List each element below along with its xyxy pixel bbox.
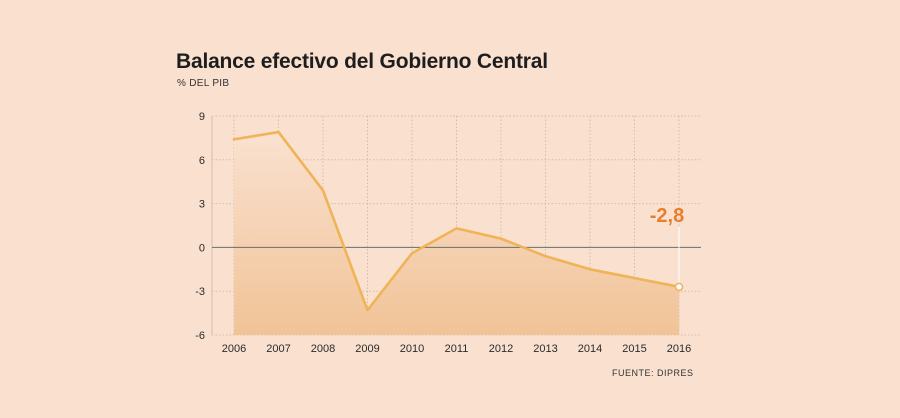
series-line-path (232, 130, 681, 312)
y-tick-label: -3 (195, 286, 205, 298)
x-tick-label: 2014 (578, 343, 602, 355)
chart-subtitle: % DEL PIB (177, 78, 230, 89)
x-tick-label: 2015 (622, 343, 646, 355)
x-tick-label: 2009 (355, 343, 379, 355)
labels: 9 6 3 0 -3 -6 2006 2007 2008 2009 2010 2011 2012 2013… (195, 111, 691, 355)
y-tick-label: -6 (195, 330, 205, 342)
area-shape (234, 132, 679, 335)
x-tick-label: 2013 (533, 343, 557, 355)
y-tick-label: 6 (199, 155, 205, 167)
y-tick-label: 3 (199, 199, 205, 211)
x-tick-label: 2007 (266, 343, 290, 355)
x-tick-label: 2016 (667, 343, 691, 355)
axes (211, 116, 701, 335)
x-tick-label: 2011 (445, 343, 469, 355)
chart-title: Balance efectivo del Gobierno Central (176, 50, 548, 73)
area-fill (234, 132, 679, 335)
source-note: FUENTE: DIPRES (612, 368, 694, 378)
series-line (232, 130, 684, 312)
x-tick-label: 2006 (222, 343, 246, 355)
y-tick-label: 0 (199, 242, 205, 254)
x-tick-label: 2008 (311, 343, 335, 355)
x-tick-label: 2010 (400, 343, 424, 355)
y-tick-label: 9 (199, 111, 205, 123)
highlight-point (674, 282, 684, 292)
highlight-value-label: -2,8 (650, 205, 684, 227)
x-tick-label: 2012 (489, 343, 513, 355)
